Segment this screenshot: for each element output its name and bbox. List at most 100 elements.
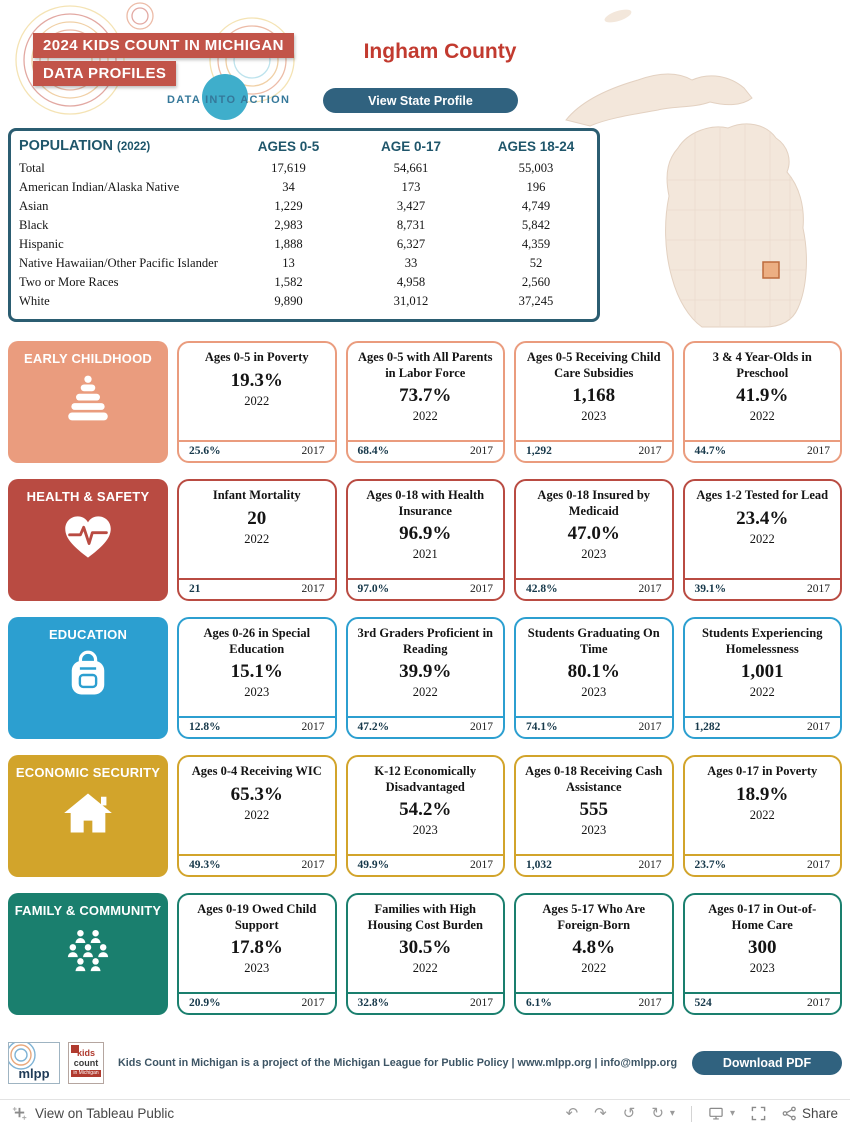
card-year: 2022 bbox=[749, 807, 775, 822]
cell-value: 13 bbox=[282, 256, 295, 270]
category-label: EARLY CHILDHOOD bbox=[8, 341, 168, 463]
card-title: Ages 0-17 in Out-of-Home Care bbox=[708, 902, 817, 932]
previous-value: 68.4% bbox=[357, 445, 390, 457]
replay-icon[interactable]: ↺ bbox=[622, 1105, 636, 1122]
population-year-note: (2022) bbox=[117, 141, 151, 153]
previous-year: 2017 bbox=[638, 859, 662, 871]
card-value: 65.3% bbox=[230, 783, 283, 805]
previous-value: 524 bbox=[694, 997, 712, 1009]
card-year: 2023 bbox=[412, 823, 438, 838]
previous-value: 44.7% bbox=[694, 445, 727, 457]
stat-card: Ages 0-18 Insured by Medicaid 47.0% 2023… bbox=[514, 479, 674, 601]
card-year: 2021 bbox=[412, 547, 438, 562]
chevron-down-icon[interactable]: ▾ bbox=[729, 1108, 735, 1119]
category-label: ECONOMIC SECURITY bbox=[8, 755, 168, 877]
row-label: Hispanic bbox=[19, 237, 64, 251]
population-title-text: POPULATION bbox=[19, 138, 113, 154]
kids-count-logo-text: kids bbox=[76, 1047, 95, 1058]
undo-icon[interactable]: ↶ bbox=[565, 1105, 579, 1122]
card-title: Ages 0-17 in Poverty bbox=[707, 764, 818, 778]
card-year: 2023 bbox=[244, 685, 270, 700]
previous-year: 2017 bbox=[301, 859, 325, 871]
view-on-tableau-link[interactable]: View on Tableau Public bbox=[35, 1106, 175, 1121]
redo-icon[interactable]: ↷ bbox=[594, 1105, 607, 1122]
cell-value: 8,731 bbox=[396, 218, 426, 232]
card-year: 2022 bbox=[412, 685, 438, 700]
card-footer: 21 2017 bbox=[179, 578, 335, 599]
row-label: Asian bbox=[19, 199, 49, 213]
cell-value: 17,619 bbox=[271, 161, 306, 175]
previous-year: 2017 bbox=[470, 859, 493, 871]
stacking-rings-toy-icon bbox=[62, 373, 114, 425]
tagline: DATA INTO ACTION bbox=[167, 94, 291, 106]
michigan-map[interactable] bbox=[560, 0, 850, 330]
card-footer: 49.9% 2017 bbox=[347, 854, 503, 875]
card-value: 17.8% bbox=[230, 937, 283, 959]
footer: mlpp kids count in Michigan Kids Count i… bbox=[8, 1042, 842, 1084]
cell-value: 9,890 bbox=[274, 294, 303, 308]
column-header-age-0-17: AGE 0-17 bbox=[380, 138, 442, 154]
previous-value: 20.9% bbox=[189, 997, 221, 1009]
row-label: Black bbox=[19, 218, 49, 232]
mlpp-logo: mlpp bbox=[8, 1042, 60, 1084]
previous-value: 1,032 bbox=[526, 859, 552, 871]
stat-card: Ages 0-5 with All Parents in Labor Force… bbox=[345, 341, 505, 463]
card-footer: 32.8% 2017 bbox=[347, 992, 503, 1013]
column-header-ages-0-5: AGES 0-5 bbox=[257, 138, 320, 154]
previous-value: 25.6% bbox=[189, 445, 221, 457]
device-layouts-icon[interactable] bbox=[708, 1106, 724, 1121]
previous-value: 1,282 bbox=[694, 721, 721, 733]
cell-value: 54,661 bbox=[393, 161, 429, 175]
cell-value: 4,958 bbox=[396, 275, 426, 289]
table-row: Hispanic 1,888 6,327 4,359 bbox=[11, 235, 597, 254]
kids-count-logo-text: count bbox=[73, 1057, 99, 1068]
card-title: Ages 0-5 in Poverty bbox=[204, 350, 309, 364]
previous-value: 32.8% bbox=[357, 997, 390, 1009]
download-pdf-button[interactable]: Download PDF bbox=[692, 1051, 842, 1075]
cell-value: 4,749 bbox=[521, 199, 551, 213]
mlpp-logo-circles bbox=[9, 1043, 36, 1070]
card-title: Ages 0-26 in Special Education bbox=[203, 626, 311, 656]
resume-icon[interactable]: ↻ bbox=[651, 1105, 664, 1122]
category-name: FAMILY & COMMUNITY bbox=[14, 903, 162, 918]
stat-card: Ages 0-4 Receiving WIC 65.3% 2022 49.3% … bbox=[177, 755, 337, 877]
table-row: Two or More Races 1,582 4,958 2,560 bbox=[11, 273, 597, 292]
chevron-down-icon[interactable]: ▾ bbox=[669, 1108, 675, 1119]
card-footer: 39.1% 2017 bbox=[684, 578, 840, 599]
stat-card: Ages 0-18 with Health Insurance 96.9% 20… bbox=[345, 479, 505, 601]
page-title: Ingham County bbox=[363, 40, 517, 63]
card-year: 2022 bbox=[581, 961, 607, 976]
card-footer: 1,292 2017 bbox=[516, 440, 672, 461]
card-value: 80.1% bbox=[567, 661, 620, 683]
card-value: 18.9% bbox=[736, 783, 789, 805]
card-footer: 42.8% 2017 bbox=[516, 578, 672, 599]
ingham-county-highlight[interactable] bbox=[762, 261, 780, 279]
previous-year: 2017 bbox=[638, 721, 662, 733]
card-footer: 44.7% 2017 bbox=[684, 440, 840, 461]
table-row: White 9,890 31,012 37,245 bbox=[11, 292, 597, 311]
kids-count-logo: kids count in Michigan bbox=[68, 1042, 104, 1084]
previous-year: 2017 bbox=[807, 721, 830, 733]
cell-value: 3,427 bbox=[396, 199, 426, 213]
footer-text: Kids Count in Michigan is a project of t… bbox=[118, 1057, 678, 1069]
row-label: Native Hawaiian/Other Pacific Islander bbox=[19, 256, 218, 270]
share-button[interactable]: Share bbox=[782, 1106, 838, 1121]
card-year: 2022 bbox=[749, 531, 775, 546]
view-state-profile-button[interactable]: View State Profile bbox=[323, 88, 518, 113]
card-footer: 68.4% 2017 bbox=[347, 440, 503, 461]
kids-count-logo-text: in Michigan bbox=[71, 1070, 101, 1078]
card-title: Ages 0-18 Receiving Cash Assistance bbox=[525, 764, 663, 794]
card-footer: 97.0% 2017 bbox=[347, 578, 503, 599]
stat-card: Ages 0-17 in Out-of-Home Care 300 2023 5… bbox=[682, 893, 842, 1015]
cell-value: 1,582 bbox=[274, 275, 303, 289]
previous-value: 39.1% bbox=[694, 583, 727, 595]
previous-year: 2017 bbox=[638, 445, 662, 457]
fullscreen-icon[interactable] bbox=[751, 1106, 766, 1121]
tableau-logo-icon[interactable] bbox=[12, 1106, 27, 1121]
card-year: 2023 bbox=[581, 685, 607, 700]
previous-year: 2017 bbox=[301, 445, 325, 457]
card-year: 2022 bbox=[749, 409, 775, 424]
card-year: 2023 bbox=[749, 961, 775, 976]
card-year: 2022 bbox=[244, 807, 270, 822]
